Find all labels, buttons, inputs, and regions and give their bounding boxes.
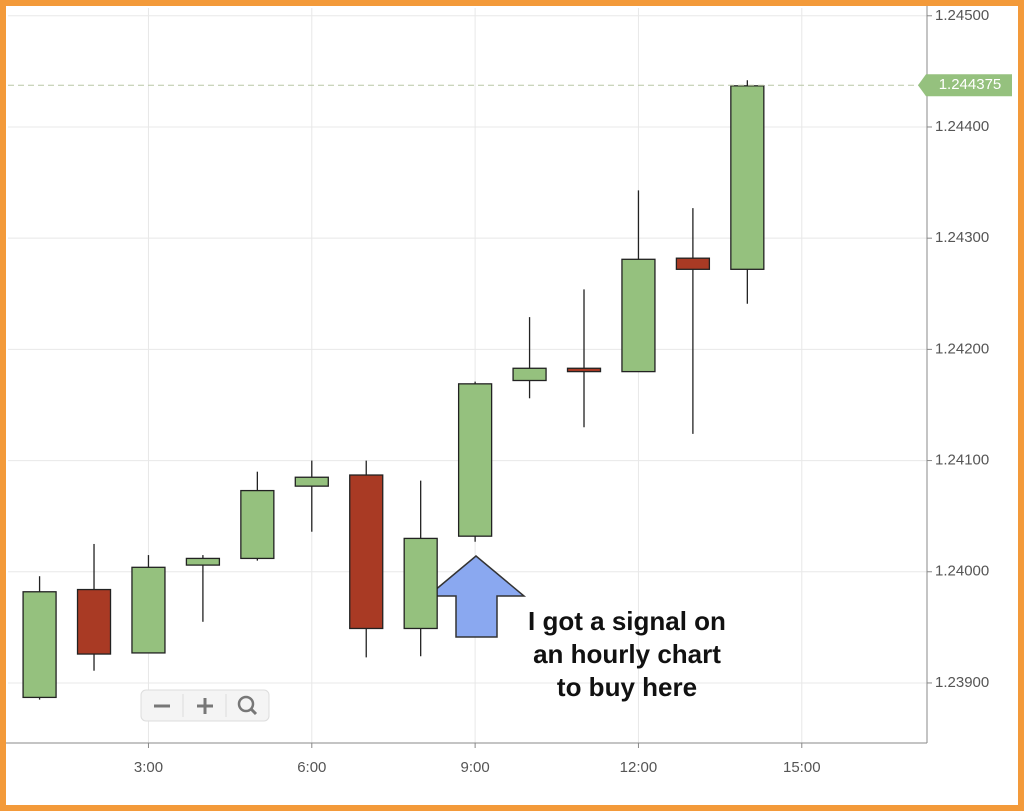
candle-body: [240, 489, 275, 560]
y-tick-label: 1.24000: [935, 563, 989, 580]
x-tick-label: 15:00: [783, 759, 821, 776]
candle-body: [512, 367, 547, 382]
candle-body: [294, 476, 329, 487]
candle-body: [349, 474, 384, 630]
annotation: I got a signal on: [528, 606, 726, 636]
candle-body: [185, 557, 221, 566]
y-tick-label: 1.23900: [935, 674, 989, 691]
x-tick-label: 3:00: [134, 759, 163, 776]
annotation: to buy here: [557, 672, 697, 702]
candle-body: [457, 383, 493, 537]
candle-body: [131, 566, 166, 654]
y-tick-label: 1.24300: [935, 229, 989, 246]
candle-body: [76, 588, 112, 655]
y-tick-label: 1.24500: [935, 7, 989, 24]
candle-body: [403, 537, 438, 630]
candle-body: [621, 258, 656, 373]
annotation: an hourly chart: [533, 639, 721, 669]
candle-body: [675, 257, 711, 270]
background: [6, 6, 1018, 805]
y-tick-label: 1.24100: [935, 452, 989, 469]
zoom-reset[interactable]: [237, 695, 258, 716]
price-tag-label: 1.244375: [939, 76, 1002, 93]
x-tick-label: 9:00: [461, 759, 490, 776]
zoom-controls: [140, 689, 270, 722]
zoom-in[interactable]: [197, 698, 213, 714]
candle-body: [730, 85, 765, 270]
price-tag: [918, 74, 1012, 97]
y-tick-label: 1.24400: [935, 118, 989, 135]
candle-body: [566, 367, 602, 373]
y-tick-label: 1.24200: [935, 340, 989, 357]
x-tick-label: 12:00: [620, 759, 658, 776]
candle-body: [22, 591, 57, 699]
x-tick-label: 6:00: [297, 759, 326, 776]
signal-arrow: [425, 555, 527, 638]
